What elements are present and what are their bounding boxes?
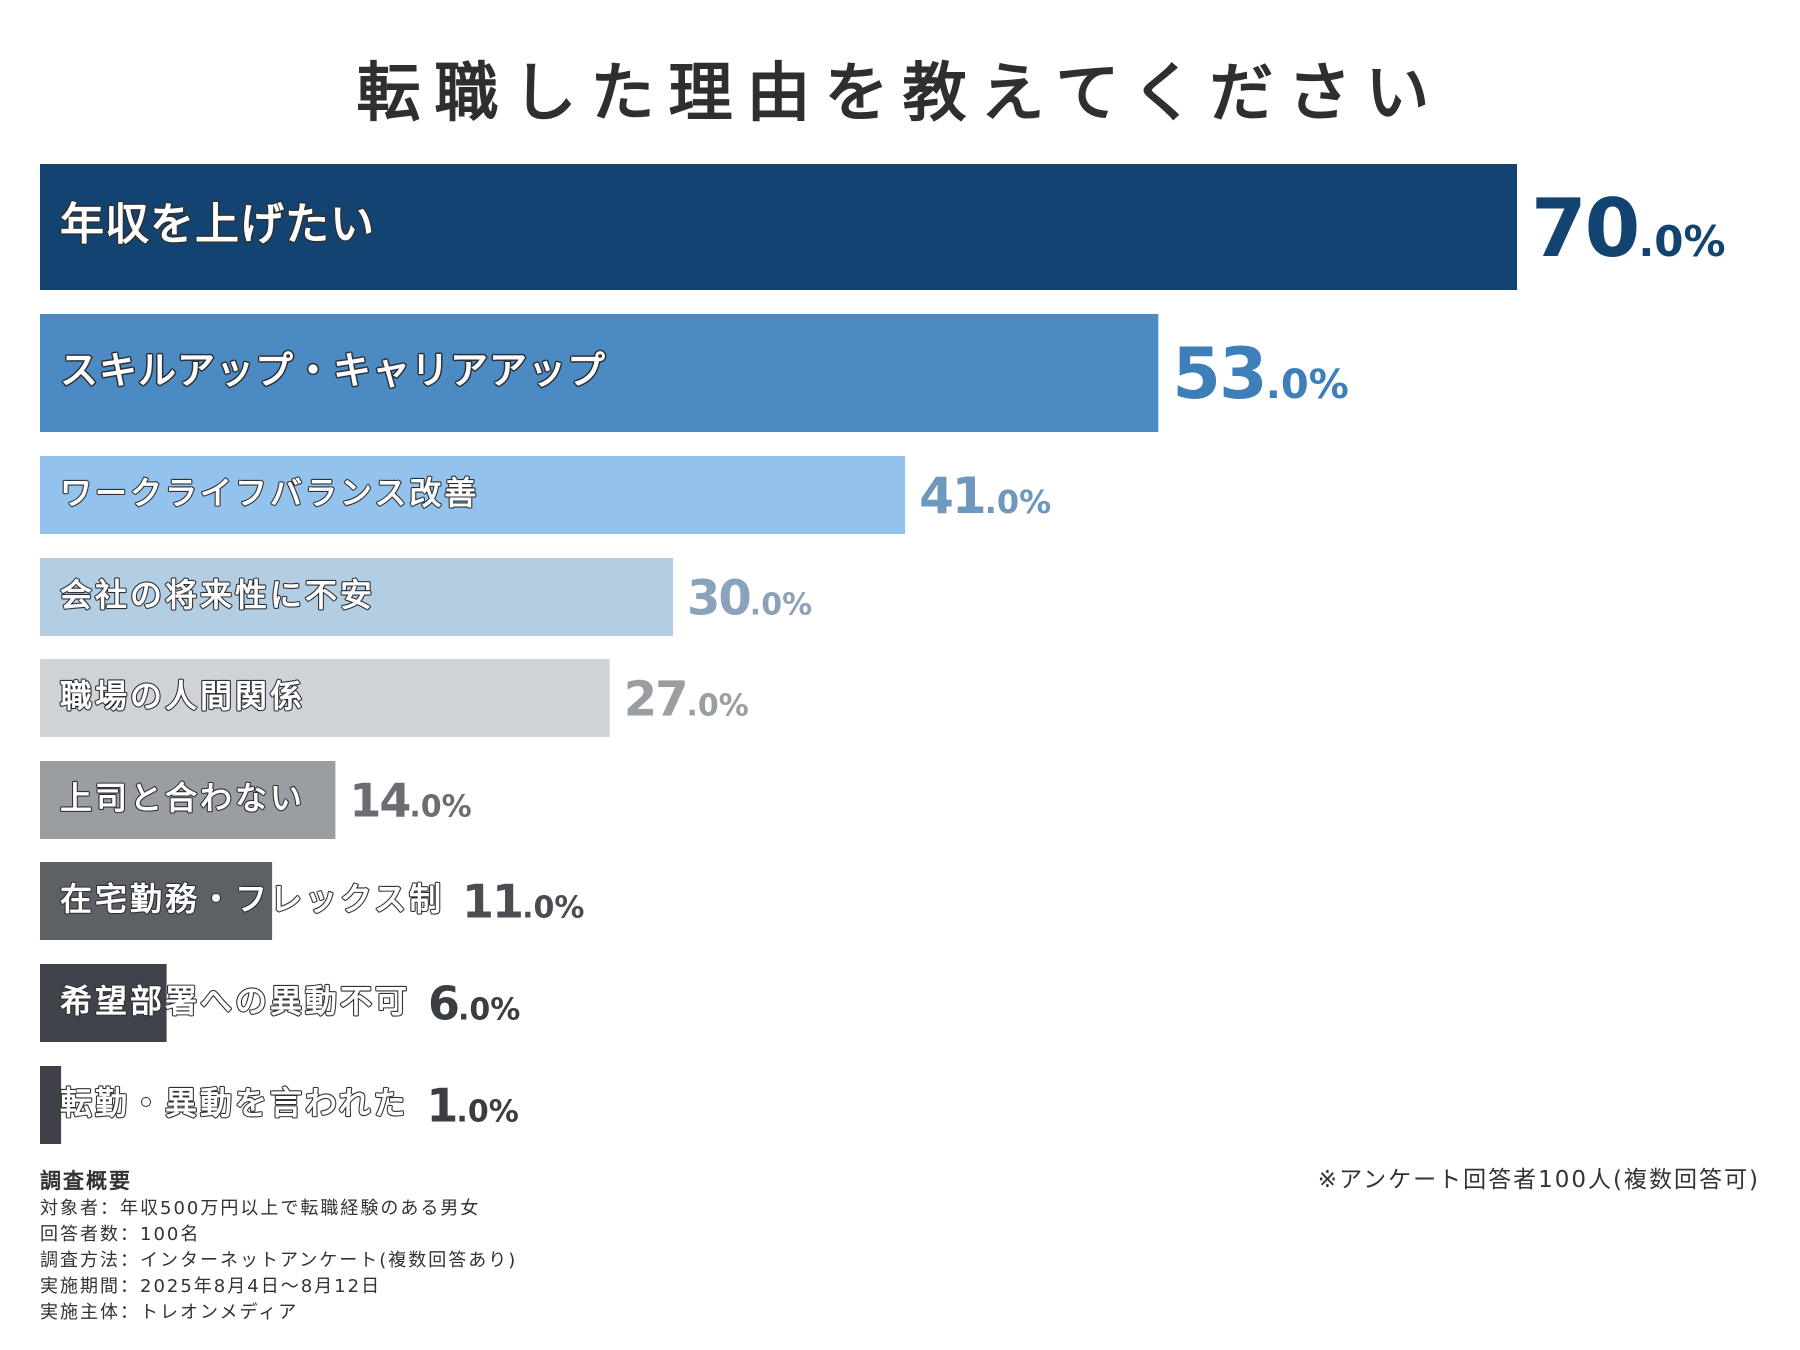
value-label: 27.0% (624, 671, 749, 727)
survey-line: 回答者数：100名 (40, 1224, 201, 1245)
survey-summary: 調査概要 対象者：年収500万円以上で転職経験のある男女 回答者数：100名 調… (40, 1168, 517, 1326)
value-label: 1.0% (426, 1079, 518, 1133)
bar (40, 558, 673, 636)
category-label: ワークライフバランス改善 (60, 474, 479, 512)
value-label: 14.0% (349, 774, 471, 828)
chart-title: 転職した理由を教えてください (356, 57, 1444, 131)
bar (40, 862, 273, 940)
value-label: 30.0% (687, 570, 812, 626)
survey-line: 調査方法：インターネットアンケート(複数回答あり) (40, 1250, 518, 1271)
bar-chart: 年収を上げたい 70.0% スキルアップ・キャリアアップ 53.0% ワークライフバラン… (40, 164, 1726, 1144)
survey-line: 実施主体：トレオンメディア (40, 1302, 299, 1323)
survey-heading: 調査概要 (40, 1169, 132, 1193)
value-label: 6.0% (428, 977, 520, 1031)
bar (40, 659, 610, 737)
category-label: 会社の将来性に不安 (60, 576, 375, 614)
bar (40, 314, 1159, 432)
bar (40, 456, 906, 534)
bar (40, 164, 1517, 290)
value-label: 11.0% (462, 875, 584, 929)
category-label: 希望部署への異動不可 (60, 982, 410, 1020)
survey-line: 実施期間：2025年8月4日〜8月12日 (40, 1276, 382, 1297)
category-label: 在宅勤務・フレックス制 (60, 880, 444, 918)
category-label: 転勤・異動を言われた (60, 1084, 408, 1122)
survey-note: ※アンケート回答者100人(複数回答可) (1317, 1167, 1760, 1193)
survey-line: 対象者：年収500万円以上で転職経験のある男女 (40, 1198, 481, 1219)
category-label: 職場の人間関係 (60, 677, 305, 715)
category-label: 上司と合わない (60, 779, 305, 817)
bar (40, 1066, 62, 1144)
value-label: 70.0% (1531, 182, 1726, 275)
value-label: 53.0% (1172, 333, 1349, 415)
category-label: 年収を上げたい (60, 199, 375, 250)
value-label: 41.0% (919, 467, 1051, 525)
bar (40, 761, 336, 839)
bar (40, 964, 167, 1042)
category-label: スキルアップ・キャリアアップ (60, 349, 606, 393)
